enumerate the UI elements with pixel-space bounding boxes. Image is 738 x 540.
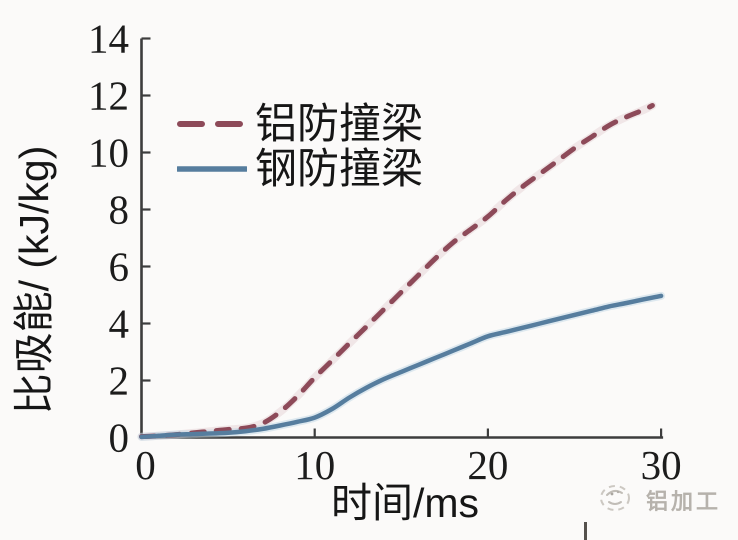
legend-item-aluminum: 铝防撞梁 (177, 101, 423, 146)
steel-beam-curve (139, 293, 664, 440)
steel-solid-line-swatch (177, 164, 247, 174)
y-tick-label: 2 (109, 358, 130, 404)
legend-item-steel: 钢防撞梁 (177, 146, 423, 191)
y-tick-label: 10 (88, 130, 129, 176)
aluminum-dashed-line-swatch (177, 119, 247, 129)
y-tick-label: 6 (109, 244, 130, 290)
x-axis-tick-labels: 0 10 20 30 (135, 442, 681, 488)
watermark: 铝加工 (596, 480, 721, 519)
x-tick-label: 10 (294, 442, 335, 488)
steel-beam-curve-halo (137, 291, 666, 441)
y-tick-label: 8 (109, 187, 130, 233)
x-axis-ticks (313, 428, 663, 438)
x-tick-label: 0 (135, 442, 156, 488)
y-tick-label: 14 (88, 16, 129, 62)
watermark-text: 铝加工 (646, 488, 722, 514)
aluminum-beam-curve (139, 103, 655, 440)
y-tick-label: 4 (109, 301, 130, 347)
x-axis-title: 时间/ms (331, 480, 479, 526)
legend: 铝防撞梁 钢防撞梁 (177, 101, 423, 191)
y-axis-ticks (141, 37, 151, 439)
x-tick-label: 20 (467, 442, 508, 488)
y-tick-label: 0 (109, 415, 130, 461)
y-axis-title: 比吸能/ (kJ/kg) (11, 146, 57, 415)
watermark-logo-icon (596, 480, 634, 519)
y-axis-tick-labels: 0 2 4 6 8 10 12 14 (88, 16, 129, 461)
cropped-edge-mark (584, 522, 587, 540)
legend-label-aluminum: 铝防撞梁 (255, 100, 424, 147)
y-tick-label: 12 (88, 73, 129, 119)
x-tick-label: 30 (641, 442, 682, 488)
axes (140, 38, 664, 439)
legend-label-steel: 钢防撞梁 (255, 145, 424, 192)
